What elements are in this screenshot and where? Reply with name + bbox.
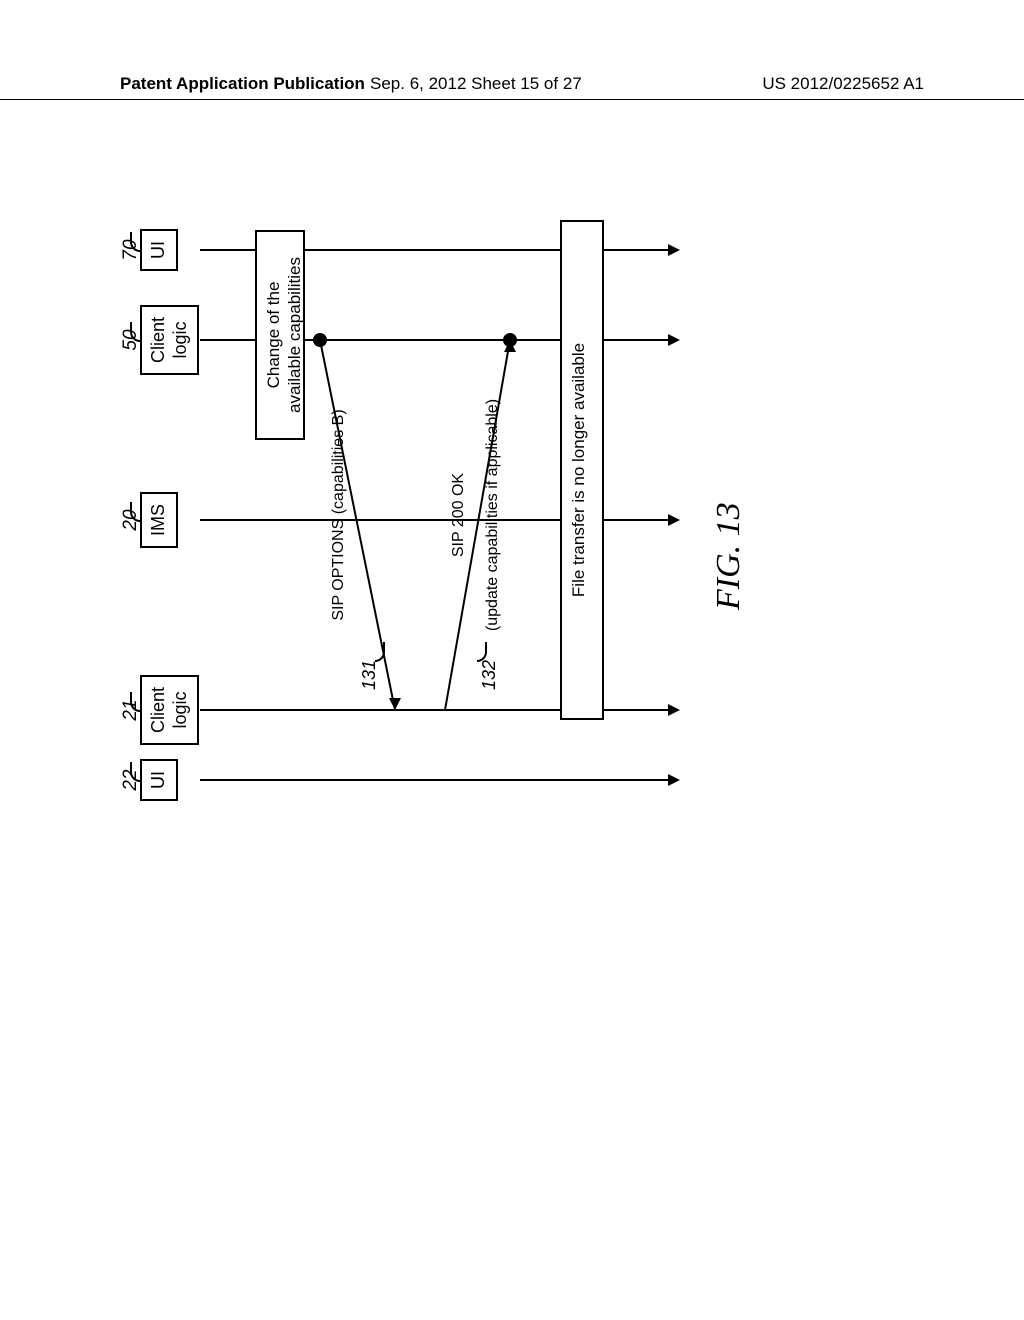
lifeline-arrowhead xyxy=(668,704,680,716)
page-header: Patent Application Publication Sep. 6, 2… xyxy=(0,70,1024,100)
sequence-diagram: 22UI21Clientlogic20IMS50Clientlogic70UIC… xyxy=(140,210,700,810)
message-arrowhead xyxy=(504,340,516,352)
participant-box: UI xyxy=(140,229,178,271)
header-center: Sep. 6, 2012 Sheet 15 of 27 xyxy=(370,74,582,94)
participant-box: UI xyxy=(140,759,178,801)
participant-ui_a: 22UI xyxy=(140,745,178,815)
header-right: US 2012/0225652 A1 xyxy=(762,74,924,94)
message-refnum: 131 xyxy=(359,660,380,690)
participant-ui_b: 70UI xyxy=(140,215,178,285)
lifeline-arrowhead xyxy=(668,514,680,526)
participant-cl_a: 21Clientlogic xyxy=(140,675,199,745)
header-left: Patent Application Publication xyxy=(120,74,365,94)
participant-cl_b: 50Clientlogic xyxy=(140,305,199,375)
lifeline-arrowhead xyxy=(668,774,680,786)
message-label-top: SIP OPTIONS (capabilities B) xyxy=(330,375,348,655)
message-refnum: 132 xyxy=(479,660,500,690)
participant-box: IMS xyxy=(140,492,178,548)
message-origin-dot xyxy=(313,333,327,347)
page: Patent Application Publication Sep. 6, 2… xyxy=(0,0,1024,1320)
participant-ims: 20IMS xyxy=(140,485,178,555)
participant-box: Clientlogic xyxy=(140,675,199,745)
event-notavail: File transfer is no longer available xyxy=(560,220,604,720)
figure-label: FIG. 13 xyxy=(710,502,748,610)
lifeline-ui_a xyxy=(200,779,670,781)
lifeline-arrowhead xyxy=(668,244,680,256)
lifeline-arrowhead xyxy=(668,334,680,346)
message-label-bottom: (update capabilities if applicable) xyxy=(484,365,502,665)
event-change: Change of theavailable capabilities xyxy=(255,230,305,440)
participant-box: Clientlogic xyxy=(140,305,199,375)
message-arrowhead xyxy=(389,698,401,710)
message-label-top: SIP 200 OK xyxy=(450,375,468,655)
